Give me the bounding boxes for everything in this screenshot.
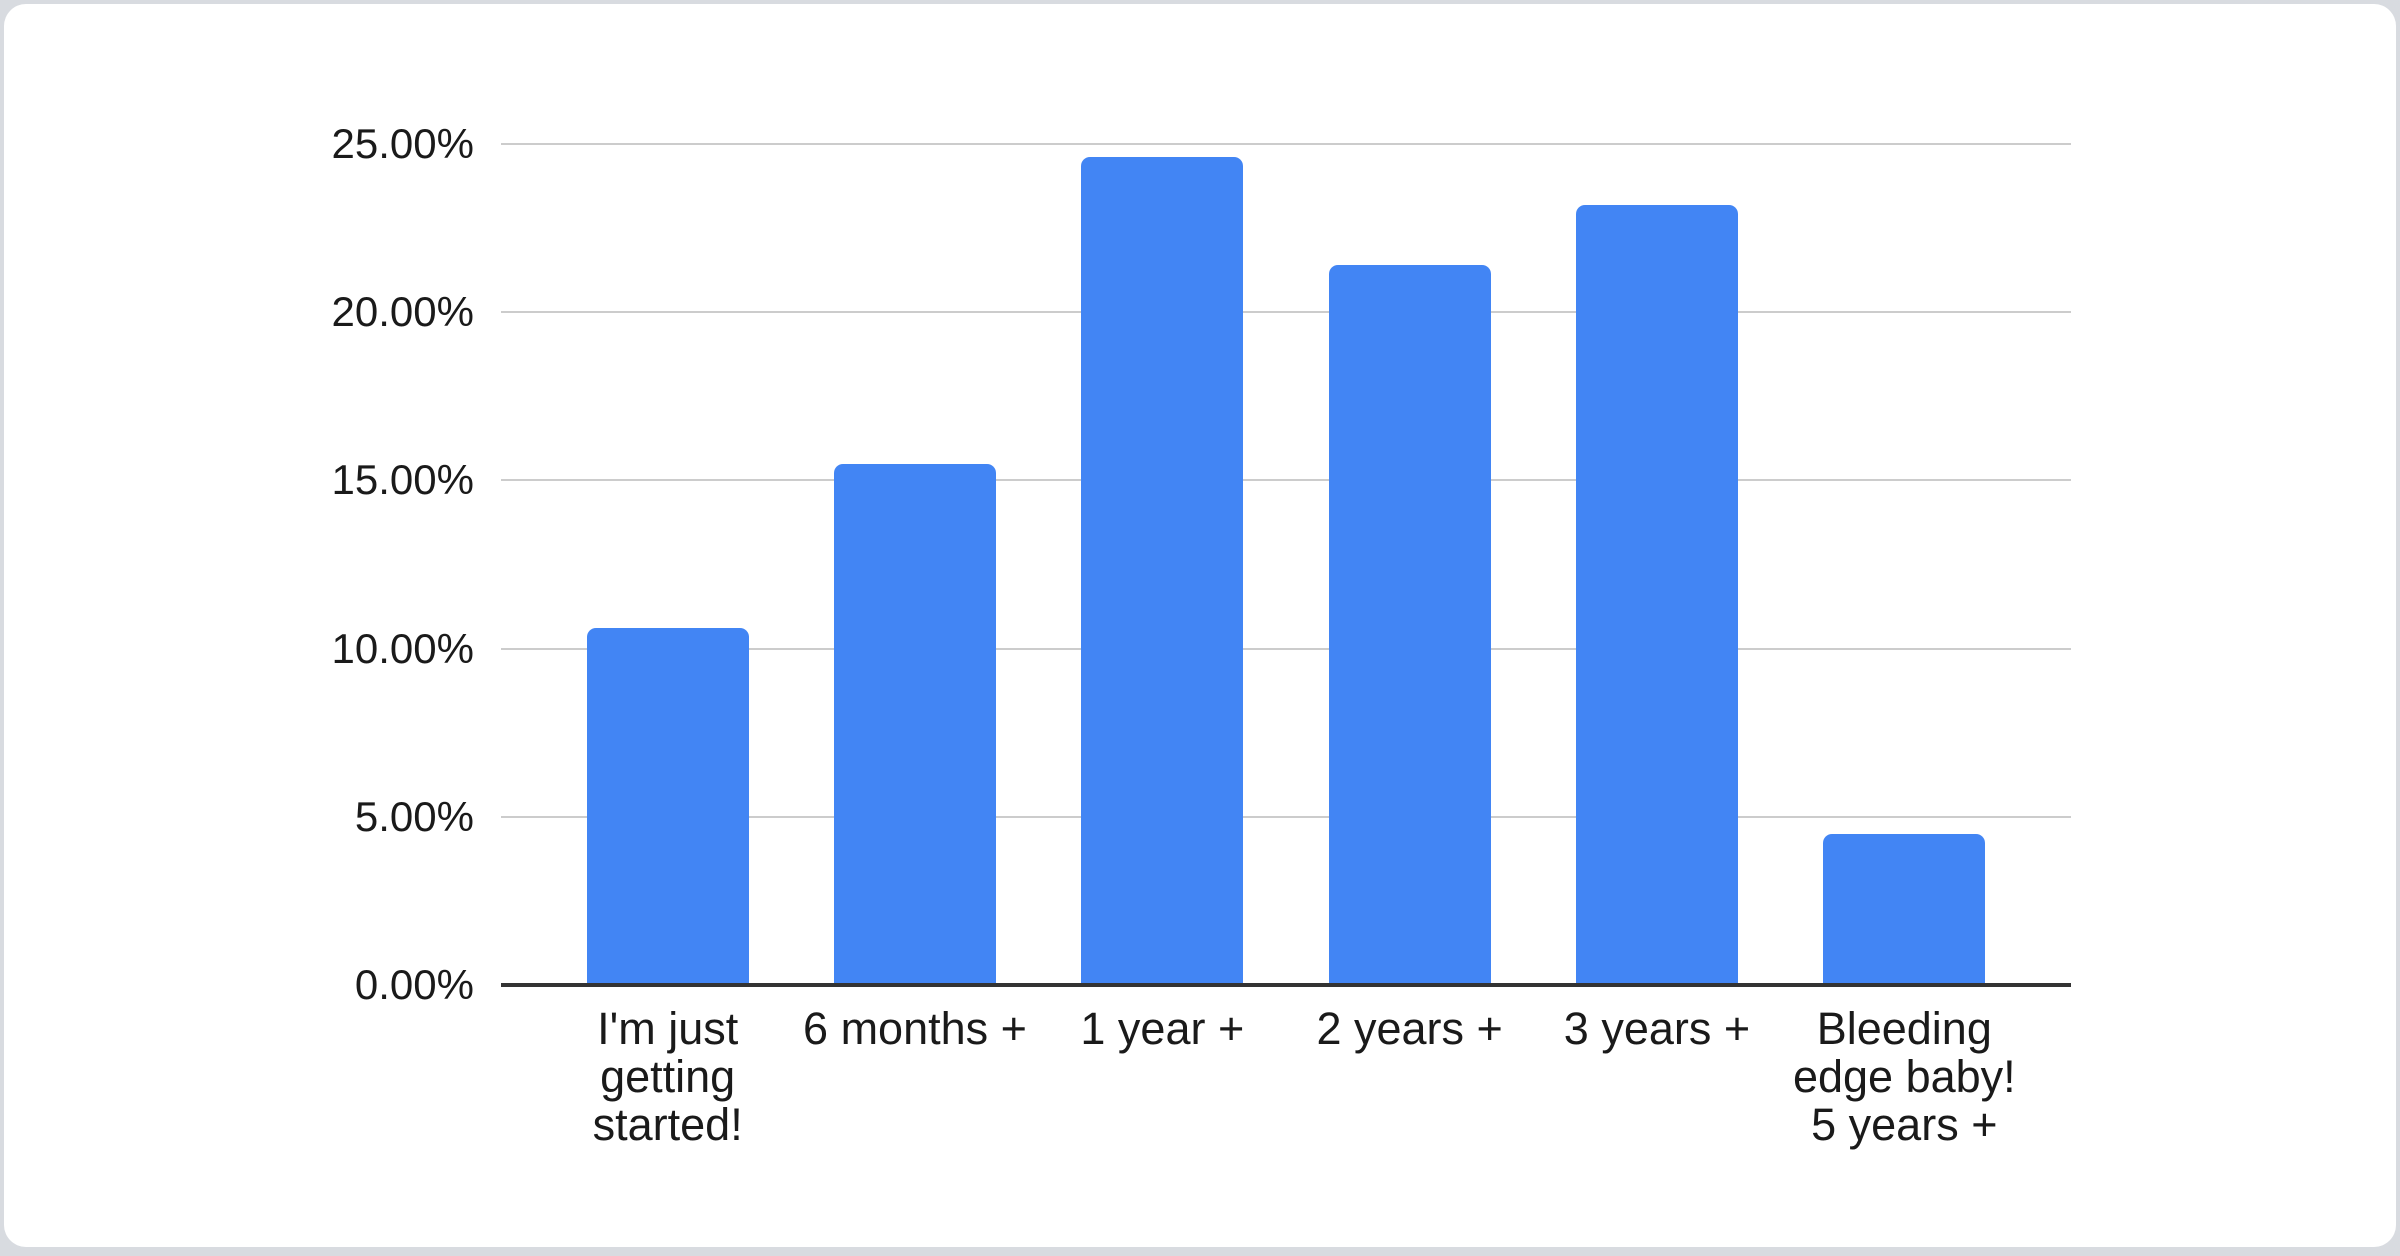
gridline	[501, 647, 2071, 650]
bar-6	[1823, 833, 1986, 985]
bar-slot	[544, 144, 791, 985]
x-axis-labels: I'm just getting started! 6 months + 1 yea…	[501, 1005, 2071, 1149]
chart-card: 0.00% 5.00% 10.00% 15.00% 20.00% 25.00% I'm j…	[4, 4, 2396, 1247]
x-axis-label: Bleeding edge baby! 5 years +	[1792, 1003, 2016, 1150]
x-axis-label: 6 months +	[803, 1003, 1027, 1054]
x-axis-line	[501, 983, 2071, 987]
bars-row	[501, 144, 2071, 985]
gridline	[501, 311, 2071, 314]
y-tick-label: 15.00%	[331, 456, 474, 504]
bar-slot	[1286, 144, 1533, 985]
gridline	[501, 479, 2071, 482]
plot-area	[501, 143, 2071, 987]
bar-2	[833, 463, 996, 985]
y-tick-label: 20.00%	[331, 288, 474, 336]
bar-5	[1575, 204, 1738, 985]
x-axis-label: I'm just getting started!	[592, 1003, 743, 1150]
x-axis-label: 2 years +	[1316, 1003, 1503, 1054]
y-tick-label: 5.00%	[354, 792, 474, 840]
x-axis-label: 1 year +	[1080, 1003, 1245, 1054]
bar-slot	[1781, 144, 2028, 985]
y-tick-label: 10.00%	[331, 624, 474, 672]
bar-4	[1328, 265, 1491, 985]
x-axis-label: 3 years +	[1563, 1003, 1751, 1054]
bar-slot	[1039, 144, 1286, 985]
bar-slot	[791, 144, 1038, 985]
bar-slot	[1533, 144, 1780, 985]
bar-3	[1081, 157, 1244, 985]
y-tick-label: 25.00%	[331, 120, 474, 167]
gridline	[501, 815, 2071, 818]
y-tick-label: 0.00%	[354, 961, 474, 1008]
gridline	[501, 143, 2071, 145]
bar-1	[586, 628, 749, 985]
